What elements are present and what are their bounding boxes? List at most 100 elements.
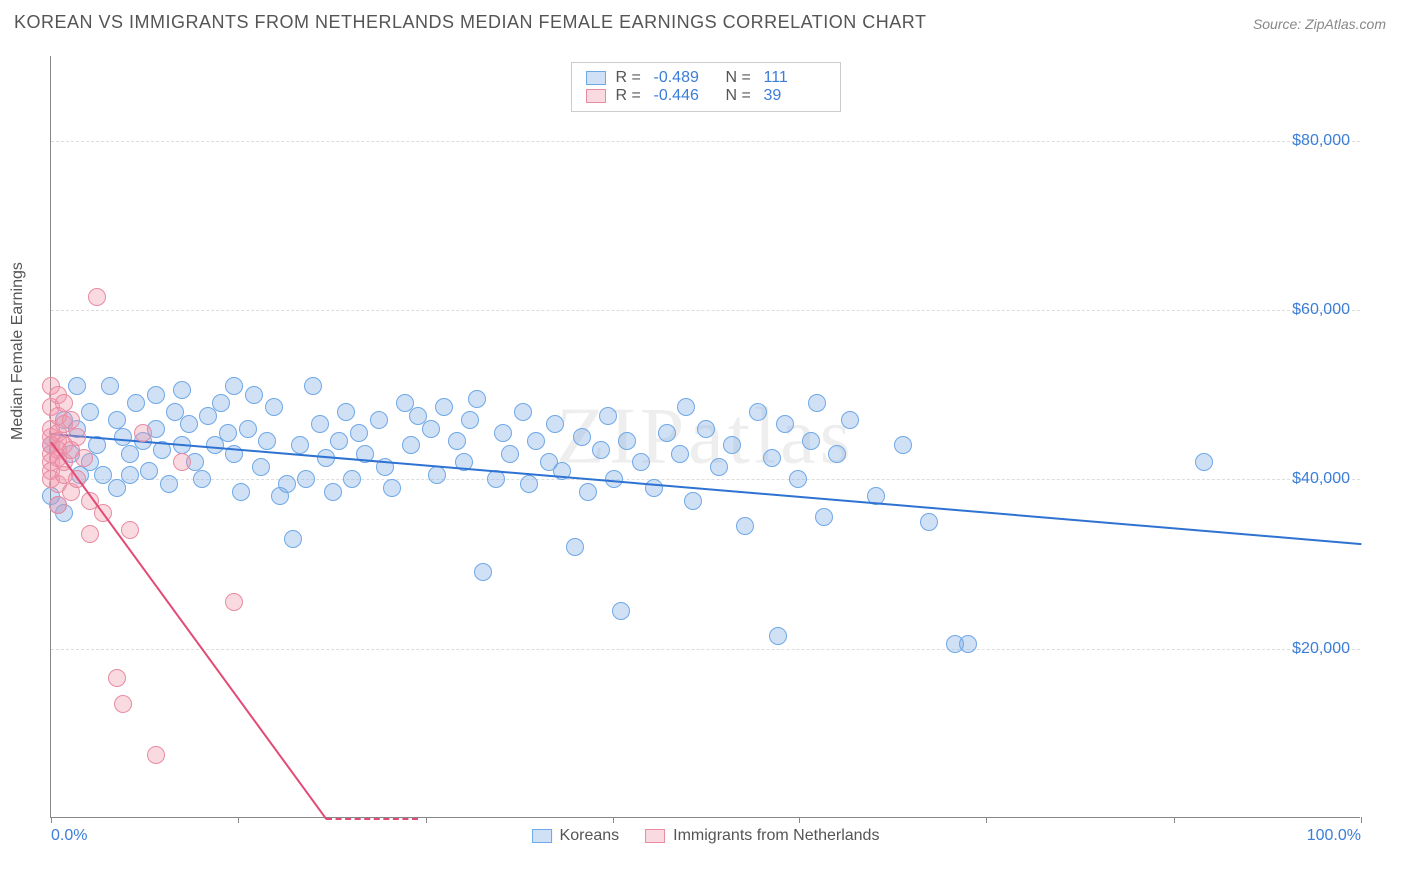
scatter-point: [62, 411, 80, 429]
scatter-point: [710, 458, 728, 476]
scatter-point: [278, 475, 296, 493]
scatter-point: [474, 563, 492, 581]
y-tick-label: $60,000: [1292, 301, 1350, 319]
gridline: [51, 310, 1360, 311]
scatter-point: [173, 453, 191, 471]
scatter-point: [448, 432, 466, 450]
legend-item: Koreans: [532, 827, 620, 845]
scatter-point: [121, 466, 139, 484]
legend-label: Immigrants from Netherlands: [673, 827, 879, 845]
source-attribution: Source: ZipAtlas.com: [1253, 16, 1386, 32]
scatter-point: [121, 521, 139, 539]
n-value: 39: [764, 87, 826, 105]
scatter-point: [592, 441, 610, 459]
scatter-point: [134, 424, 152, 442]
scatter-point: [258, 432, 276, 450]
scatter-point: [114, 695, 132, 713]
scatter-point: [789, 470, 807, 488]
scatter-point: [402, 436, 420, 454]
scatter-point: [501, 445, 519, 463]
trendline-extrapolated: [326, 818, 418, 820]
scatter-point: [173, 381, 191, 399]
x-tick: [613, 817, 614, 823]
scatter-point: [140, 462, 158, 480]
scatter-point: [68, 377, 86, 395]
x-tick-label: 0.0%: [51, 827, 87, 845]
scatter-point: [101, 377, 119, 395]
gridline: [51, 479, 1360, 480]
scatter-point: [579, 483, 597, 501]
legend-row: R = -0.446 N = 39: [586, 87, 826, 105]
scatter-point: [245, 386, 263, 404]
legend-item: Immigrants from Netherlands: [645, 827, 879, 845]
scatter-point: [658, 424, 676, 442]
x-tick-label: 100.0%: [1307, 827, 1361, 845]
legend-row: R = -0.489 N = 111: [586, 69, 826, 87]
scatter-point: [736, 517, 754, 535]
scatter-point: [108, 669, 126, 687]
scatter-point: [252, 458, 270, 476]
gridline: [51, 141, 1360, 142]
scatter-point: [573, 428, 591, 446]
y-tick-label: $20,000: [1292, 640, 1350, 658]
scatter-point: [428, 466, 446, 484]
scatter-point: [763, 449, 781, 467]
scatter-point: [461, 411, 479, 429]
legend-swatch: [586, 89, 606, 103]
scatter-point: [520, 475, 538, 493]
scatter-point: [671, 445, 689, 463]
scatter-point: [212, 394, 230, 412]
scatter-point: [147, 746, 165, 764]
y-tick-label: $40,000: [1292, 470, 1350, 488]
scatter-point: [114, 428, 132, 446]
scatter-point: [749, 403, 767, 421]
r-label: R =: [616, 69, 644, 87]
scatter-point: [193, 470, 211, 488]
scatter-point: [239, 420, 257, 438]
scatter-point: [828, 445, 846, 463]
y-axis-label: Median Female Earnings: [9, 262, 27, 440]
x-tick: [799, 817, 800, 823]
scatter-point: [514, 403, 532, 421]
scatter-point: [527, 432, 545, 450]
r-value: -0.489: [654, 69, 716, 87]
scatter-point: [68, 428, 86, 446]
scatter-point: [343, 470, 361, 488]
scatter-point: [546, 415, 564, 433]
scatter-point: [180, 415, 198, 433]
scatter-point: [81, 525, 99, 543]
scatter-point: [81, 403, 99, 421]
scatter-point: [494, 424, 512, 442]
scatter-point: [815, 508, 833, 526]
legend-swatch: [586, 71, 606, 85]
scatter-point: [776, 415, 794, 433]
scatter-point: [599, 407, 617, 425]
scatter-point: [232, 483, 250, 501]
scatter-point: [225, 593, 243, 611]
x-tick: [51, 817, 52, 823]
scatter-point: [632, 453, 650, 471]
x-tick: [1174, 817, 1175, 823]
scatter-point: [841, 411, 859, 429]
scatter-point: [330, 432, 348, 450]
scatter-point: [959, 635, 977, 653]
scatter-point: [160, 475, 178, 493]
n-label: N =: [726, 69, 754, 87]
scatter-point: [645, 479, 663, 497]
plot-area: ZIPatlas R = -0.489 N = 111 R = -0.446 N…: [50, 56, 1360, 818]
scatter-point: [769, 627, 787, 645]
scatter-point: [337, 403, 355, 421]
scatter-point: [291, 436, 309, 454]
x-tick: [986, 817, 987, 823]
scatter-point: [566, 538, 584, 556]
gridline: [51, 649, 1360, 650]
x-tick: [1361, 817, 1362, 823]
scatter-point: [618, 432, 636, 450]
scatter-point: [75, 449, 93, 467]
series-legend: Koreans Immigrants from Netherlands: [532, 827, 880, 845]
scatter-point: [284, 530, 302, 548]
scatter-point: [350, 424, 368, 442]
scatter-point: [894, 436, 912, 454]
legend-label: Koreans: [560, 827, 620, 845]
scatter-point: [1195, 453, 1213, 471]
